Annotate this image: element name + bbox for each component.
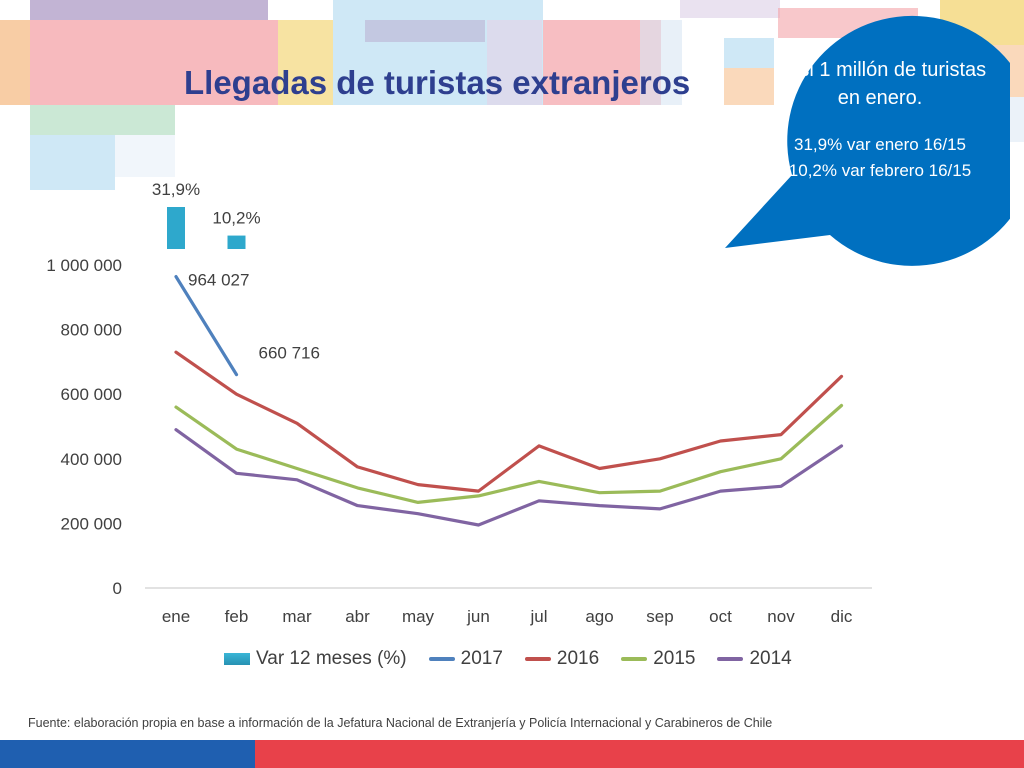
x-tick-label: may — [402, 607, 435, 626]
legend-label-2017: 2017 — [460, 648, 503, 669]
bottom-bar-red — [255, 740, 1024, 768]
x-tick-label: nov — [767, 607, 795, 626]
page-title: Llegadas de turistas extranjeros — [184, 64, 691, 101]
decorative-block — [365, 20, 485, 42]
legend-item-2015: 2015 — [621, 648, 695, 670]
series-data-label: 660 716 — [259, 344, 320, 363]
decorative-block — [30, 0, 268, 20]
x-tick-label: sep — [646, 607, 673, 626]
legend-item-2016: 2016 — [524, 648, 600, 670]
legend-item-2014: 2014 — [717, 648, 792, 670]
x-tick-label: jul — [529, 607, 547, 626]
decorative-block — [30, 20, 278, 105]
decorative-block — [640, 20, 682, 105]
data-labels: 31,9% 10,2% 964 027 660 716 — [152, 180, 320, 363]
series-data-label: 964 027 — [188, 271, 249, 290]
legend: Var 12 meses (%) 2017 2016 2015 2014 — [224, 646, 792, 672]
legend-swatch-var — [224, 653, 250, 665]
y-tick-label: 1 000 000 — [46, 256, 122, 275]
callout-main-text: Casi 1 millón de turistas en enero. — [773, 59, 987, 109]
callout-subtext: 31,9% var enero 16/15 10,2% var febrero … — [760, 132, 1000, 184]
x-axis-tick-labels: ene feb mar abr may jun jul ago sep oct nov dic — [162, 607, 853, 626]
callout-bubble — [725, 15, 1010, 266]
legend-swatch-2017 — [428, 657, 455, 661]
bottom-bar-blue — [0, 740, 255, 768]
bottom-color-bar — [0, 740, 1024, 768]
decorative-block — [0, 20, 30, 105]
x-tick-label: feb — [225, 607, 249, 626]
legend-label-var: Var 12 meses (%) — [256, 648, 407, 669]
decorative-block — [30, 105, 175, 135]
bar-data-label: 31,9% — [152, 180, 200, 199]
callout-line-january: 31,9% var enero 16/15 — [793, 135, 966, 154]
decorative-block — [487, 20, 542, 105]
x-tick-label: oct — [709, 607, 732, 626]
callout-shape — [725, 15, 1010, 266]
y-axis-tick-labels: 0 200 000 400 000 600 000 800 000 1 000 000 — [46, 256, 122, 598]
decorative-block — [724, 68, 774, 105]
decorative-block — [724, 38, 774, 68]
x-tick-label: abr — [345, 607, 370, 626]
callout-line-february: 10,2% var febrero 16/15 — [788, 161, 972, 180]
x-tick-label: mar — [282, 607, 312, 626]
x-tick-label: dic — [831, 607, 853, 626]
x-tick-label: jun — [466, 607, 490, 626]
legend-item-2017: 2017 — [428, 648, 503, 670]
decorative-block — [680, 0, 780, 18]
series-line-2015 — [174, 403, 844, 504]
y-tick-label: 600 000 — [61, 385, 122, 404]
series-lines — [174, 275, 844, 527]
x-tick-label: ene — [162, 607, 190, 626]
variation-bars — [167, 207, 246, 249]
series-line-2016 — [174, 350, 844, 493]
y-tick-label: 0 — [113, 579, 122, 598]
legend-swatch-2015 — [621, 657, 648, 661]
decorative-block — [115, 135, 175, 177]
y-tick-label: 800 000 — [61, 321, 122, 340]
source-note: Fuente: elaboración propia en base a inf… — [28, 716, 773, 730]
legend-swatch-2016 — [524, 657, 551, 661]
legend-label-2014: 2014 — [749, 648, 792, 669]
chart: 0 200 000 400 000 600 000 800 000 1 000 000 e… — [46, 180, 872, 626]
x-tick-label: ago — [585, 607, 613, 626]
decorative-banner — [0, 0, 1024, 200]
y-tick-label: 400 000 — [61, 450, 122, 469]
decorative-block — [30, 135, 115, 190]
decorative-block — [278, 20, 333, 105]
y-tick-label: 200 000 — [61, 514, 122, 533]
var-bar — [227, 235, 246, 249]
legend-label-2016: 2016 — [556, 648, 600, 669]
callout-text: Casi 1 millón de turistas en enero. 31,9… — [760, 56, 1000, 184]
legend-swatch-2014 — [717, 657, 744, 661]
legend-item-var: Var 12 meses (%) — [224, 648, 407, 670]
series-line-2014 — [174, 428, 844, 527]
bar-data-label: 10,2% — [212, 209, 260, 228]
var-bar — [167, 207, 185, 249]
legend-label-2015: 2015 — [653, 648, 696, 669]
series-line-2017 — [174, 275, 239, 377]
